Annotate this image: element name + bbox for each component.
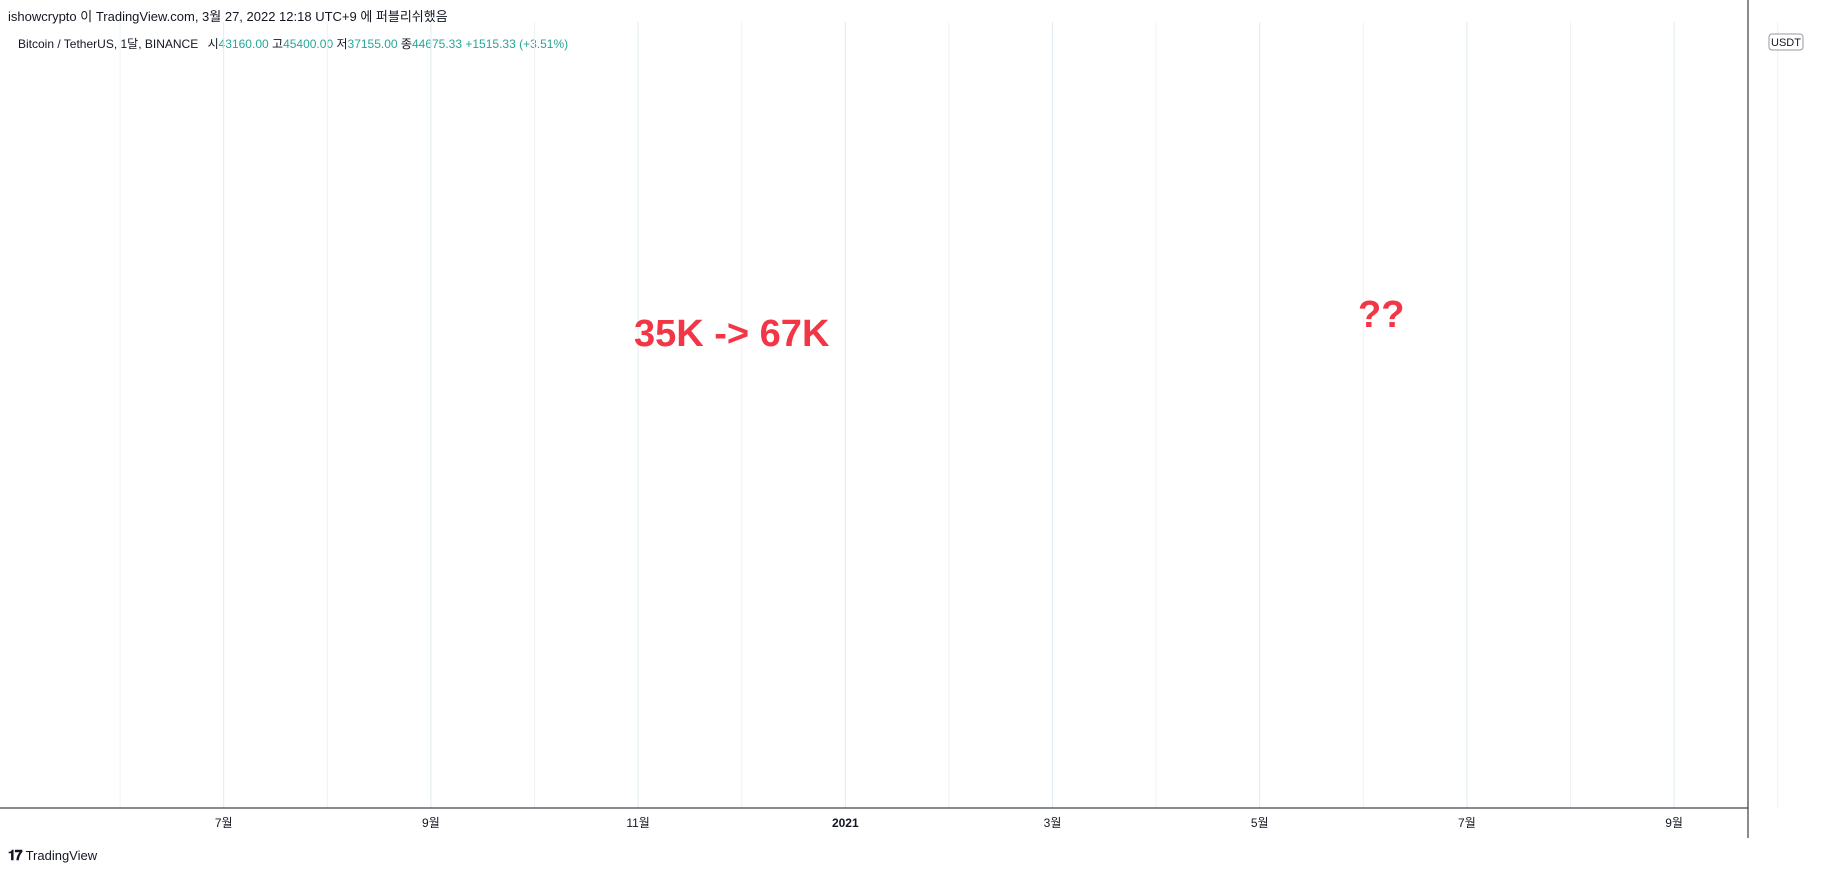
footer-brand: TradingView bbox=[25, 848, 98, 863]
low-value: 37155.00 bbox=[347, 37, 398, 51]
annotation-texts: 35K -> 67K?? bbox=[634, 294, 1404, 355]
published-line: ishowcrypto 이 TradingView.com, 3월 27, 20… bbox=[8, 9, 448, 24]
low-label: 저 bbox=[336, 37, 348, 51]
high-value: 45400.00 bbox=[283, 37, 334, 51]
x-tick-label: 9월 bbox=[422, 816, 440, 830]
symbol-legend: Bitcoin / TetherUS, 1달, BINANCE 시43160.0… bbox=[18, 35, 568, 52]
currency-label-text: USDT bbox=[1771, 37, 1801, 49]
x-tick-label: 5월 bbox=[1251, 816, 1269, 830]
close-value: 44675.33 bbox=[411, 37, 463, 51]
x-tick-label: 9월 bbox=[1665, 816, 1683, 830]
x-tick-label: 11월 bbox=[626, 816, 650, 830]
open-value: 43160.00 bbox=[218, 37, 269, 51]
tradingview-footer[interactable]: 𝟏𝟕 TradingView bbox=[8, 847, 97, 864]
high-label: 고 bbox=[272, 37, 284, 51]
close-label: 종 bbox=[400, 37, 412, 51]
x-tick-label: 7월 bbox=[1458, 816, 1476, 830]
symbol-title: Bitcoin / TetherUS, 1달, BINANCE bbox=[18, 37, 199, 51]
annotation-text-question: ?? bbox=[1358, 294, 1404, 336]
chart-axes: USDT44675.334d 21h7월9월11월20213월5월7월9월11월… bbox=[0, 0, 1804, 838]
open-label: 시 bbox=[207, 37, 219, 51]
currency-label: USDT bbox=[1768, 33, 1804, 51]
tradingview-logo-icon: 𝟏𝟕 bbox=[8, 847, 23, 863]
change-value: +1515.33 (+3.51%) bbox=[465, 37, 569, 51]
chart-grid bbox=[119, 22, 1779, 808]
annotation-text-range: 35K -> 67K bbox=[634, 313, 830, 355]
x-tick-label: 2021 bbox=[832, 816, 859, 830]
x-tick-label: 3월 bbox=[1044, 816, 1062, 830]
x-tick-label: 7월 bbox=[215, 816, 233, 830]
